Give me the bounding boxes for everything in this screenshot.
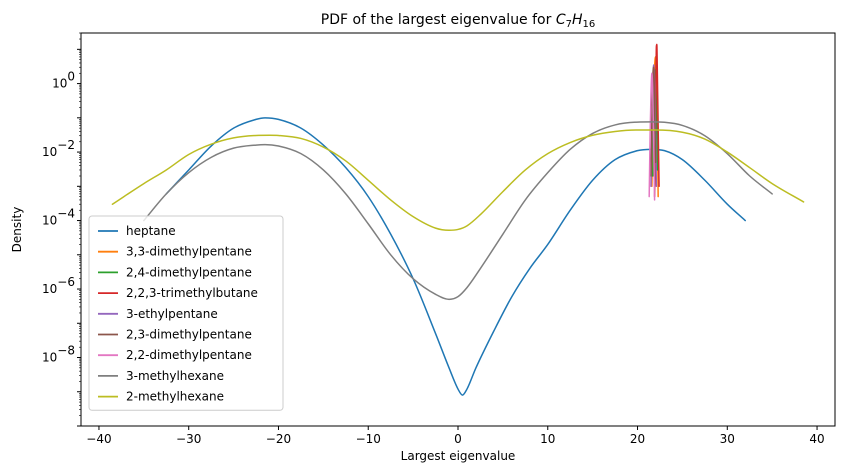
title-c-subscript: 7 [566, 19, 572, 30]
legend-label: 2,2,3-trimethylbutane [126, 286, 258, 300]
legend-label: 2,4-dimethylpentane [126, 265, 252, 279]
series-line-2-2-dimethylpentane [648, 72, 656, 201]
legend: heptane 3,3-dimethylpentane 2,4-dimethylpe… [88, 215, 284, 411]
legend-label: 2,3-dimethylpentane [126, 328, 252, 342]
legend-item: 2,3-dimethylpentane [98, 328, 252, 342]
chart-title: PDF of the largest eigenvalue for C7H16 [321, 12, 596, 30]
legend-label: heptane [126, 224, 176, 238]
series-layer [111, 43, 805, 396]
title-h: H [572, 12, 583, 28]
y-tick-label: 10 [42, 351, 57, 365]
y-tick-label: 10 [42, 214, 57, 228]
legend-item: 3-ethylpentane [98, 307, 218, 321]
y-tick-exponent: −8 [57, 344, 75, 358]
legend-item: 2-methylhexane [98, 390, 224, 404]
legend-label: 3-methylhexane [126, 369, 224, 383]
x-tick-label: 0 [454, 432, 462, 446]
legend-item: 2,4-dimethylpentane [98, 265, 252, 279]
y-tick-label: 10 [42, 145, 57, 159]
series-line-2-methylhexane [111, 129, 805, 232]
y-axis-label: Density [10, 207, 24, 253]
title-c: C [556, 12, 566, 28]
legend-label: 3,3-dimethylpentane [126, 245, 252, 259]
x-axis: −40 −30 −20 −10 0 10 20 30 40 [86, 426, 825, 446]
x-tick-label: −40 [86, 432, 111, 446]
x-tick-label: −10 [356, 432, 381, 446]
legend-item: 2,2,3-trimethylbutane [98, 286, 258, 300]
legend-item: 3-methylhexane [98, 369, 224, 383]
y-tick-label: 10 [52, 77, 67, 91]
series-line-3-methylhexane [143, 121, 773, 301]
y-tick-exponent: −2 [57, 138, 75, 152]
x-tick-label: −30 [176, 432, 201, 446]
y-tick-label: 10 [42, 282, 57, 296]
x-tick-label: 40 [809, 432, 824, 446]
title-h-subscript: 16 [583, 19, 596, 30]
x-axis-label: Largest eigenvalue [401, 449, 516, 463]
legend-item: 3,3-dimethylpentane [98, 245, 252, 259]
series-line-heptane [165, 117, 746, 396]
legend-label: 3-ethylpentane [126, 307, 218, 321]
legend-item: heptane [98, 224, 176, 238]
x-tick-label: 30 [720, 432, 735, 446]
y-tick-exponent: −4 [57, 207, 75, 221]
legend-label: 2-methylhexane [126, 390, 224, 404]
y-tick-exponent: 0 [67, 70, 75, 84]
legend-item: 2,2-dimethylpentane [98, 348, 252, 362]
x-tick-label: 10 [540, 432, 555, 446]
x-tick-label: 20 [630, 432, 645, 446]
legend-label: 2,2-dimethylpentane [126, 348, 252, 362]
y-tick-exponent: −6 [57, 275, 75, 289]
x-tick-label: −20 [266, 432, 291, 446]
legend-box [88, 215, 284, 411]
